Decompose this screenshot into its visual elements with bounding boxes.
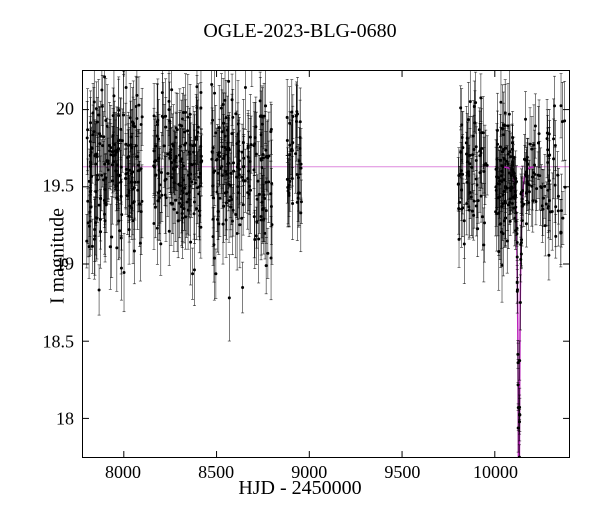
x-tick-label: 8500: [198, 462, 234, 483]
chart-title: OGLE-2023-BLG-0680: [0, 20, 600, 43]
y-tick-label: 19: [56, 254, 74, 275]
plot-svg: [83, 71, 569, 457]
x-tick-label: 9000: [291, 462, 327, 483]
plot-area: [82, 70, 570, 458]
x-tick-label: 10000: [473, 462, 518, 483]
x-tick-label: 9500: [384, 462, 420, 483]
y-tick-label: 18.5: [43, 331, 75, 352]
x-tick-label: 8000: [105, 462, 141, 483]
y-tick-label: 19.5: [43, 176, 75, 197]
chart-container: OGLE-2023-BLG-0680 I magnitude HJD - 245…: [0, 0, 600, 512]
y-tick-label: 20: [56, 98, 74, 119]
y-tick-label: 18: [56, 409, 74, 430]
